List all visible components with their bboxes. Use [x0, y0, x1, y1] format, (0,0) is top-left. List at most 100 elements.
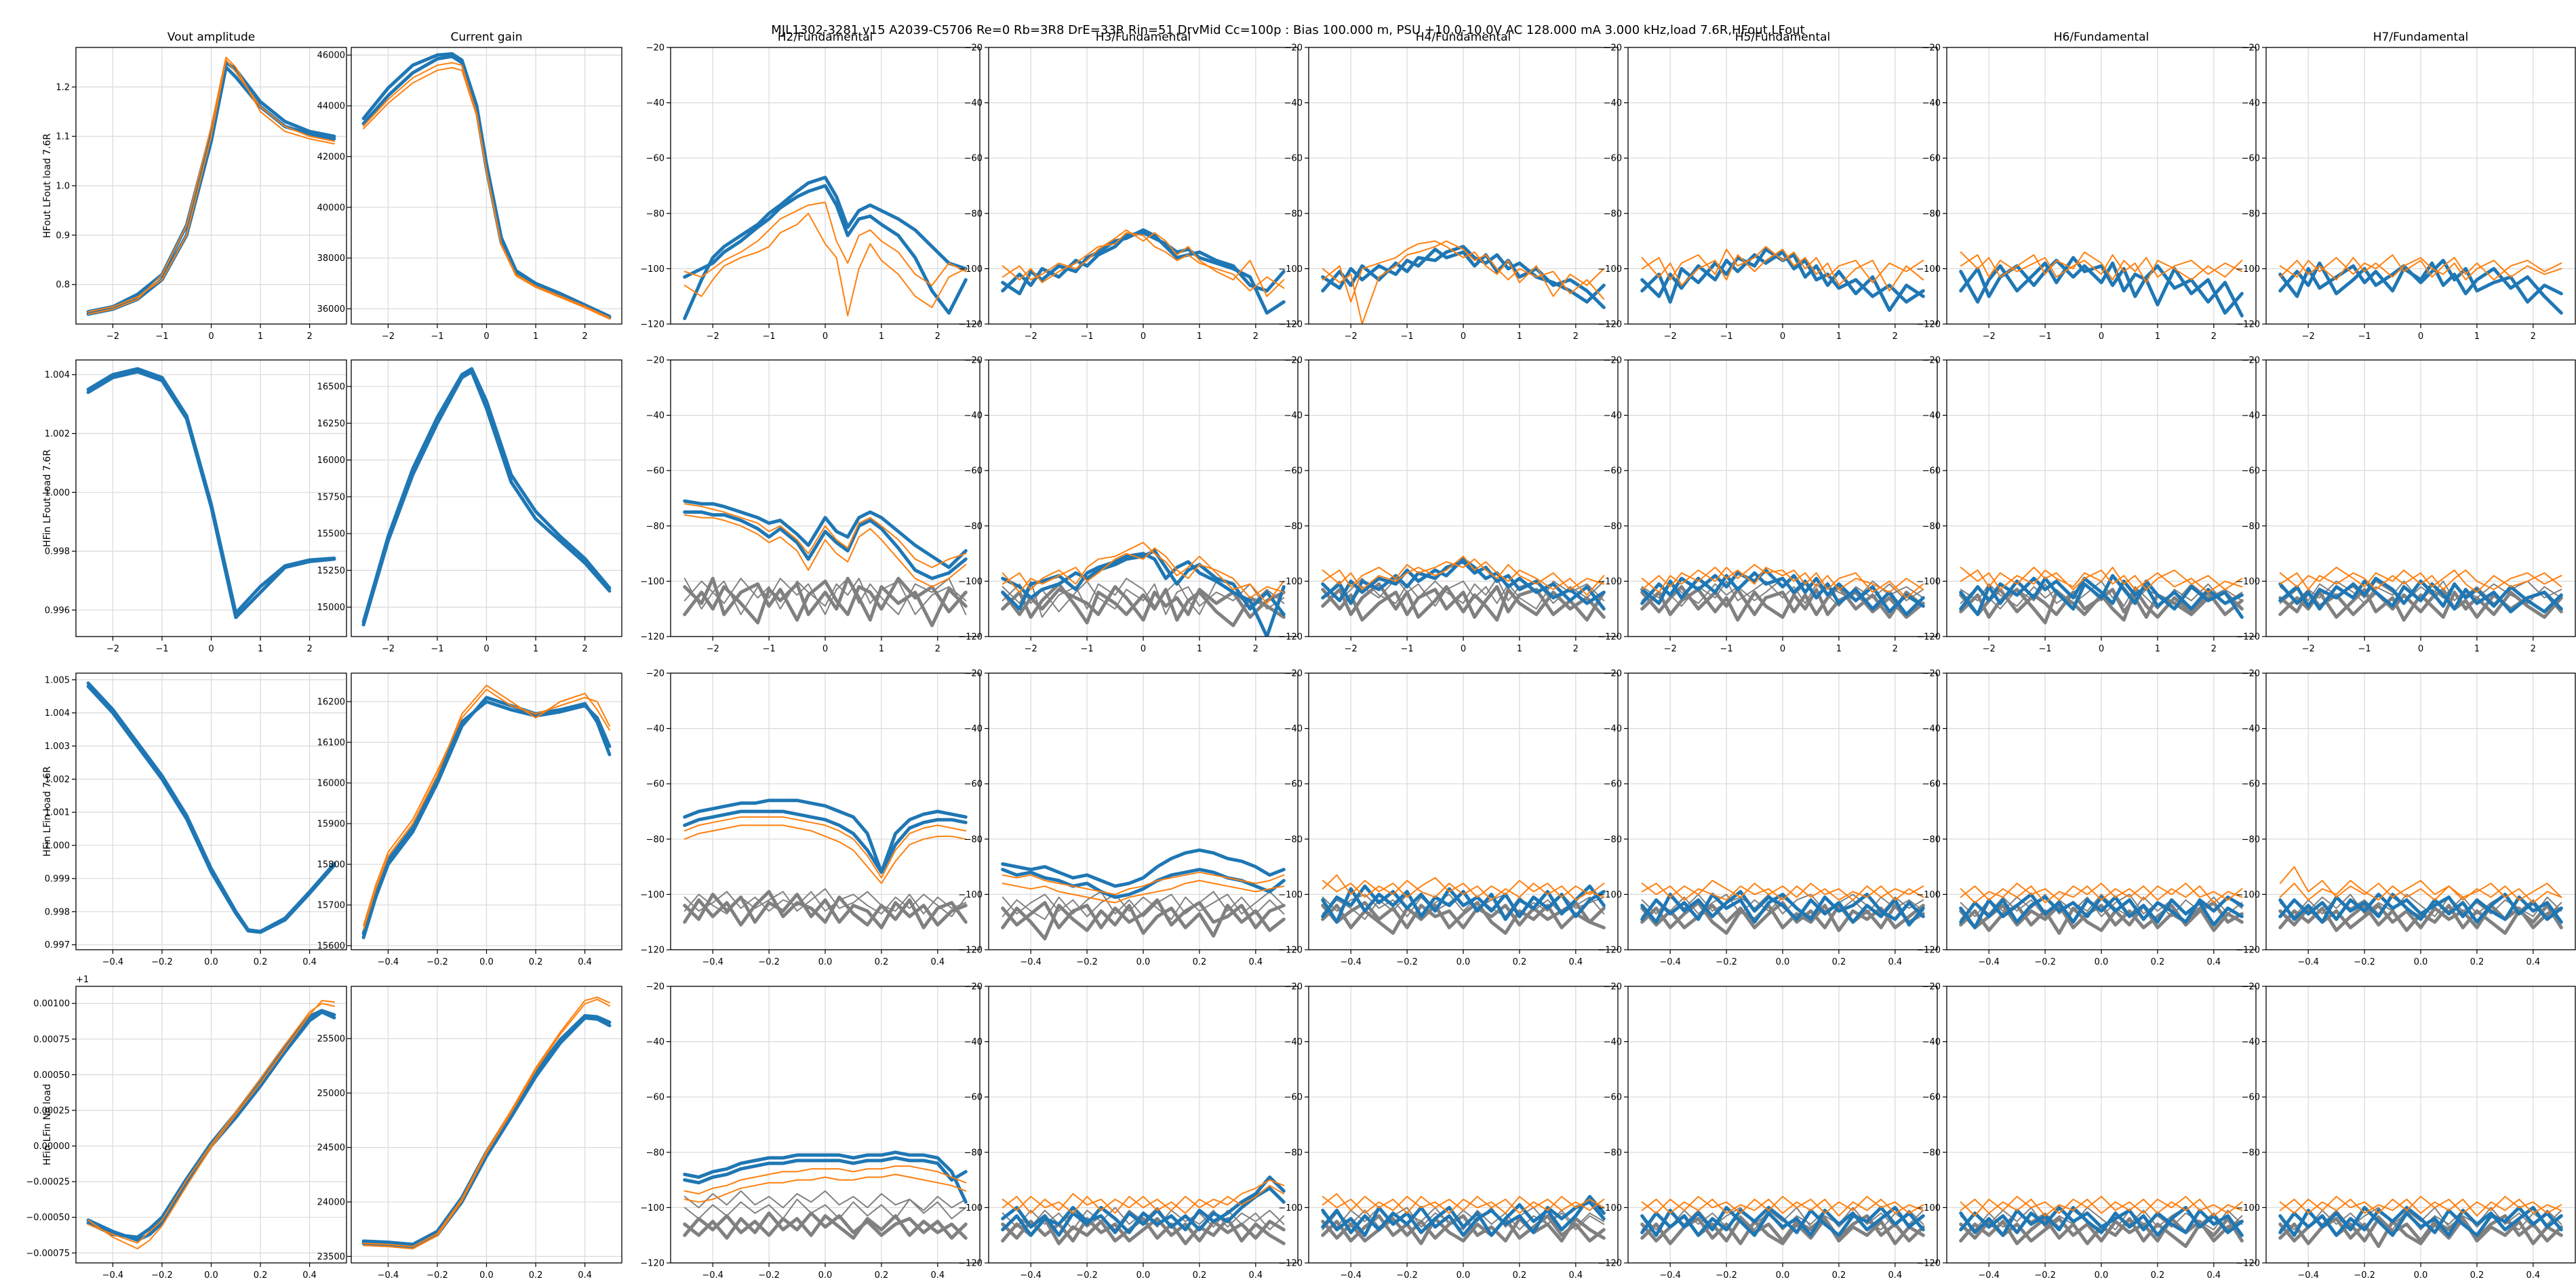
series-group — [1321, 555, 1606, 622]
x-tick-label: −0.2 — [427, 957, 448, 967]
subplot: −2 −1 0 1 2 −120 −100 −80 −60 −40 −20 — [1916, 43, 2257, 342]
y-tick-label: 0.00050 — [33, 1070, 70, 1081]
y-tick-label: 0.998 — [45, 907, 70, 917]
series-line-orange — [2279, 257, 2562, 281]
x-tick-label: 0.2 — [1193, 957, 1207, 967]
series-line-blue — [1321, 560, 1606, 605]
y-tick-label: 0.00075 — [33, 1034, 70, 1045]
y-tick-label: 1.000 — [45, 488, 70, 498]
x-tick-label: −0.2 — [1716, 957, 1737, 967]
row-label: HFin LFin No load — [42, 1084, 53, 1165]
x-tick-label: 0.2 — [254, 1270, 268, 1281]
series-line-orange — [1641, 245, 1924, 283]
subplot: −2 −1 0 1 2 −120 −100 −80 −60 −40 −20 — [2236, 43, 2576, 342]
y-tick-label: 25500 — [317, 1034, 345, 1045]
y-tick-label: 15700 — [317, 901, 345, 911]
series-line-gray — [1321, 901, 1606, 935]
y-tick-label: −20 — [1604, 356, 1622, 366]
series-line-orange — [683, 514, 967, 588]
series-line-blue — [1001, 549, 1286, 616]
x-tick-label: 0.0 — [1136, 1270, 1151, 1281]
x-tick-label: 0.4 — [1248, 1270, 1263, 1281]
y-tick-label: −80 — [1922, 834, 1941, 845]
y-tick-label: 36000 — [317, 304, 345, 315]
series-group — [2278, 254, 2563, 315]
y-tick-label: −120 — [958, 1259, 983, 1269]
y-tick-label: 15250 — [317, 566, 345, 576]
x-tick-label: 0.4 — [578, 1270, 592, 1281]
y-tick-label: 0.996 — [45, 605, 70, 616]
x-tick-label: 0.4 — [2206, 957, 2221, 967]
x-tick-label: 0.2 — [1193, 1270, 1207, 1281]
x-tick-label: 1 — [1197, 644, 1202, 654]
x-tick-label: −0.4 — [1659, 957, 1681, 967]
x-tick-label: 1 — [533, 644, 538, 654]
x-tick-label: 0.2 — [875, 957, 889, 967]
y-tick-label: 1.005 — [45, 675, 70, 685]
y-tick-label: −80 — [2242, 1148, 2260, 1158]
y-tick-label: −60 — [1284, 1093, 1303, 1103]
series-line-orange — [683, 824, 967, 885]
y-tick-label: −120 — [2236, 946, 2260, 956]
x-tick-label: 0.0 — [2414, 1270, 2428, 1281]
series-line-blue — [683, 176, 968, 321]
x-tick-label: −0.2 — [427, 1270, 448, 1281]
series-line-gray — [1002, 580, 1285, 616]
x-tick-label: −1 — [763, 644, 776, 654]
series-line-orange — [1641, 883, 1924, 901]
x-tick-label: 0.4 — [578, 957, 592, 967]
y-tick-label: −100 — [958, 264, 983, 275]
x-tick-label: 0.2 — [254, 957, 268, 967]
subplot: −2 −1 0 1 2 −120 −100 −80 −60 −40 −20 — [1278, 43, 1619, 342]
y-tick-label: 1.003 — [45, 742, 70, 752]
y-tick-label: −20 — [646, 43, 665, 54]
subplot: −0.4 −0.2 0.0 0.2 0.4 −120 −100 −80 −60 −40 −20 — [1278, 669, 1619, 967]
x-tick-label: −2 — [106, 644, 119, 654]
subplot: −0.4 −0.2 0.0 0.2 0.4 −120 −100 −80 −60 −40 −20 — [1598, 982, 1938, 1281]
series-line-orange — [1960, 567, 2243, 590]
x-tick-label: 2 — [2531, 331, 2536, 342]
x-tick-label: −1 — [2039, 644, 2052, 654]
x-tick-label: 1 — [258, 644, 263, 654]
x-tick-label: −0.4 — [102, 957, 124, 967]
x-tick-label: 2 — [582, 644, 587, 654]
x-tick-label: −2 — [382, 644, 395, 654]
series-group — [361, 997, 612, 1250]
subplot: −2 −1 0 1 2 −120 −100 −80 −60 −40 −20 — [1916, 356, 2257, 654]
y-tick-label: −40 — [1284, 411, 1303, 421]
y-tick-label: −100 — [1598, 264, 1622, 275]
x-tick-label: −1 — [1401, 644, 1414, 654]
subplot: −2 −1 0 1 2 −120 −100 −80 −60 −40 −20 — [2236, 356, 2576, 654]
series-line-gray — [683, 578, 967, 616]
y-tick-label: −60 — [646, 1093, 665, 1103]
subplot: −2 −1 0 1 2 0.996 0.998 1.000 1.002 1.004 — [45, 359, 347, 654]
x-tick-label: −0.4 — [1340, 957, 1362, 967]
y-tick-label: −20 — [2242, 43, 2260, 54]
y-tick-label: −100 — [2236, 264, 2260, 275]
y-tick-label: −100 — [1278, 577, 1303, 587]
y-tick-label: 0.9 — [56, 230, 70, 241]
series-line-gray — [683, 892, 968, 929]
x-tick-label: −1 — [2358, 331, 2371, 342]
y-tick-label: −20 — [1284, 669, 1303, 679]
x-tick-label: −0.2 — [2034, 957, 2056, 967]
series-line-orange — [1322, 240, 1605, 324]
x-tick-label: −1 — [155, 331, 168, 342]
x-tick-label: 0.0 — [479, 957, 494, 967]
x-tick-label: 1 — [879, 331, 884, 342]
y-tick-label: −40 — [646, 98, 665, 108]
series-line-orange — [1960, 883, 2243, 904]
series-line-blue — [1001, 228, 1286, 296]
x-tick-label: 0 — [1141, 331, 1146, 342]
y-tick-label: −100 — [1916, 264, 1941, 275]
y-tick-label: −60 — [964, 466, 983, 477]
x-tick-label: −1 — [155, 644, 168, 654]
y-tick-label: −20 — [1922, 982, 1941, 992]
x-tick-label: −0.2 — [1396, 1270, 1418, 1281]
y-tick-label: −80 — [1604, 834, 1622, 845]
y-tick-label: −120 — [1916, 632, 1941, 643]
x-tick-label: −2 — [382, 331, 395, 342]
x-tick-label: 0 — [823, 331, 828, 342]
series-group — [1321, 874, 1606, 935]
